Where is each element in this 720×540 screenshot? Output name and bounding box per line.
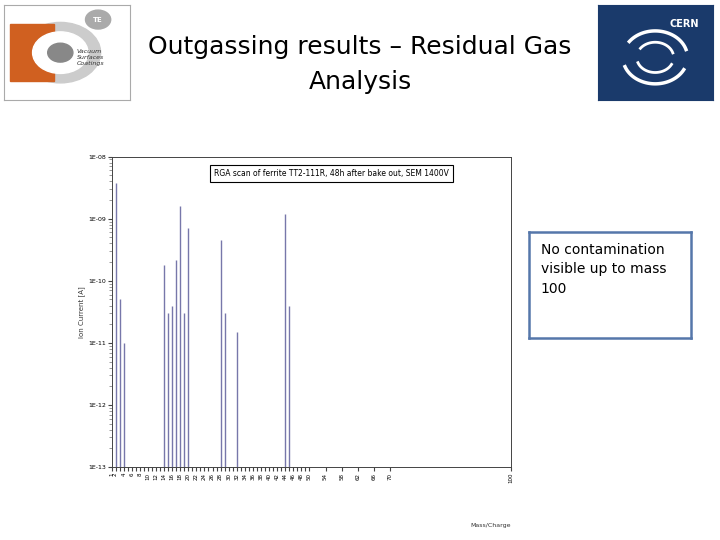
Text: Mass/Charge: Mass/Charge	[471, 523, 511, 528]
Text: TE: TE	[93, 17, 103, 23]
Text: No contamination
visible up to mass
100: No contamination visible up to mass 100	[541, 243, 666, 296]
Circle shape	[86, 10, 111, 29]
Text: RGA scan of ferrite TT2-111R, 48h after bake out, SEM 1400V: RGA scan of ferrite TT2-111R, 48h after …	[214, 169, 449, 178]
Y-axis label: Ion Current [A]: Ion Current [A]	[78, 286, 86, 338]
Text: CERN: CERN	[670, 19, 698, 29]
Circle shape	[32, 32, 88, 73]
Text: Outgassing results – Residual Gas: Outgassing results – Residual Gas	[148, 35, 572, 59]
Bar	[10, 24, 54, 81]
Text: Vacuum
Surfaces
Coatings: Vacuum Surfaces Coatings	[77, 49, 104, 66]
Circle shape	[20, 22, 101, 83]
Text: Analysis: Analysis	[308, 70, 412, 94]
Circle shape	[48, 43, 73, 62]
